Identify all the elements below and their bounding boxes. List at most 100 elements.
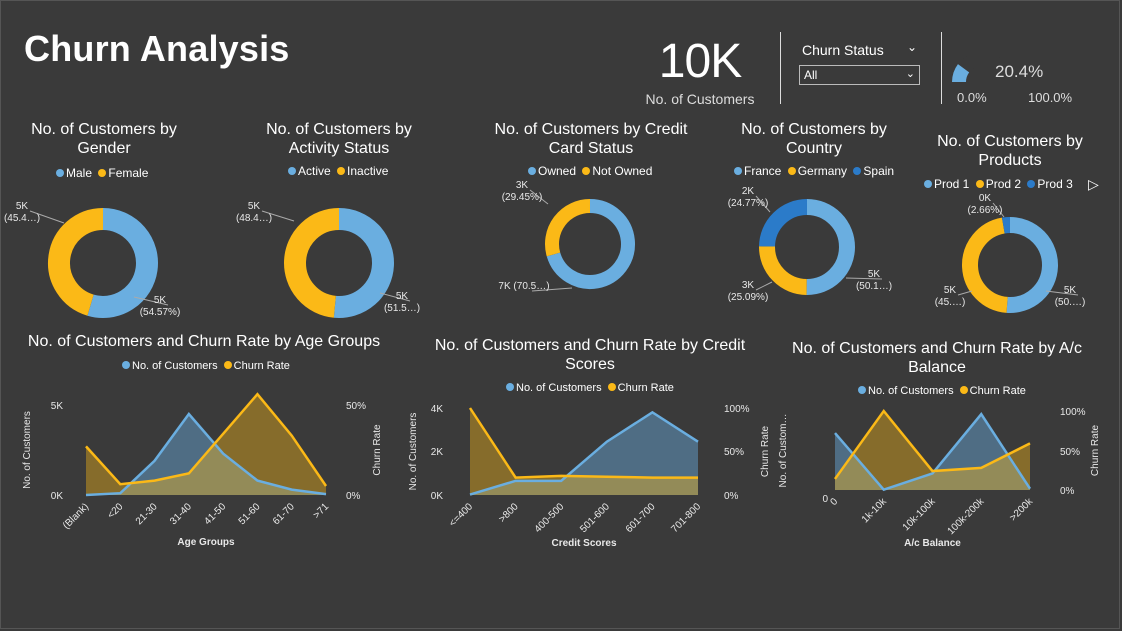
- data-label: 5K: [154, 295, 167, 306]
- legend-item[interactable]: Male: [56, 166, 92, 180]
- legend-item[interactable]: No. of Customers: [858, 385, 954, 397]
- kpi-customers-value: 10K: [658, 35, 742, 88]
- x-tick-label: 51-60: [237, 501, 263, 527]
- customers-line: [85, 411, 327, 497]
- data-label: (25.09%): [728, 292, 769, 303]
- data-label: (2.66%): [967, 205, 1002, 216]
- leader-line: [755, 281, 773, 291]
- y-tick-label: 0K: [51, 491, 64, 502]
- x-tick-label: 41-50: [202, 501, 228, 527]
- donut-slice: [284, 208, 340, 318]
- data-label: (54.57%): [140, 307, 181, 318]
- donut-slice: [1006, 217, 1058, 313]
- legend-item[interactable]: Spain: [853, 164, 894, 178]
- donut-slice: [333, 208, 394, 318]
- legend-item[interactable]: France: [734, 164, 781, 178]
- gender-chart-title: No. of Customers by Gender: [31, 121, 177, 157]
- balance-area-chart: 0 100% 50% 0% 0 1k-10k 10k-100k 100k-200k >200k N…: [778, 407, 1101, 549]
- x-tick-label: 1k-10k: [860, 496, 890, 526]
- donut-slice: [1001, 217, 1011, 234]
- age-chart-legend: No. of Customers Churn Rate: [122, 360, 293, 372]
- legend-item[interactable]: No. of Customers: [506, 382, 602, 394]
- country-donut-chart: 5K(50.1…) 3K(25.09%) 2K(24.77%): [728, 186, 892, 303]
- data-label: 3K: [516, 180, 529, 191]
- donut-slice: [546, 199, 635, 289]
- customers-area: [470, 412, 698, 495]
- x-axis-title: A/c Balance: [904, 538, 961, 549]
- churn-rate-area: [470, 408, 698, 495]
- data-label: 5K: [1064, 285, 1077, 296]
- kpi-customers-label: No. of Customers: [645, 91, 755, 107]
- x-tick-label: >200k: [1008, 496, 1036, 524]
- x-tick-label: 100k-200k: [946, 496, 988, 538]
- gauge-value: 20.4%: [995, 62, 1044, 81]
- x-tick-label: 400-500: [533, 501, 567, 535]
- y-tick-label: 2K: [431, 447, 444, 458]
- x-axis-title: Age Groups: [177, 537, 235, 548]
- donut-slice: [962, 217, 1009, 313]
- legend-item[interactable]: Germany: [787, 164, 847, 178]
- legend-item[interactable]: Owned: [528, 164, 576, 178]
- header-divider: [780, 32, 781, 104]
- legend-item[interactable]: Churn Rate: [959, 385, 1026, 397]
- y2-tick-label: 0%: [346, 491, 361, 502]
- legend-item[interactable]: Prod 3: [1027, 177, 1073, 191]
- data-label: (50.…): [1055, 297, 1086, 308]
- data-label: (51.5…): [384, 303, 420, 314]
- credit-card-legend: Owned Not Owned: [528, 164, 655, 178]
- churn-status-dropdown[interactable]: All ⌄: [799, 65, 920, 85]
- x-tick-label: 31-40: [168, 501, 194, 527]
- x-tick-label: 601-700: [624, 501, 658, 535]
- y2-tick-label: 50%: [724, 447, 744, 458]
- data-label: 5K: [16, 201, 29, 212]
- y2-tick-label: 100%: [724, 404, 750, 415]
- legend-item[interactable]: Inactive: [337, 164, 388, 178]
- credit-card-donut-chart: 7K (70.5…) 3K(29.45%): [498, 180, 635, 292]
- data-label: (45.4…): [4, 213, 40, 224]
- data-label: (45.…): [935, 297, 966, 308]
- data-label: 0K: [979, 193, 992, 204]
- balance-chart-legend: No. of Customers Churn Rate: [858, 385, 1029, 397]
- leader-line: [29, 210, 65, 224]
- gender-legend: Male Female: [56, 166, 151, 180]
- leader-line: [379, 292, 411, 302]
- dropdown-chevron-icon: ⌄: [905, 68, 915, 80]
- x-tick-label: >800: [497, 501, 521, 525]
- data-label: (24.77%): [728, 198, 769, 209]
- data-label: (29.45%): [502, 192, 543, 203]
- churn-rate-line: [85, 392, 328, 487]
- legend-item[interactable]: Active: [288, 164, 331, 178]
- chevron-right-icon[interactable]: ▷: [1088, 176, 1099, 192]
- leader-line: [531, 287, 573, 292]
- donut-slice: [545, 199, 591, 257]
- churn-status-selected: All: [804, 68, 818, 82]
- page-title: Churn Analysis: [24, 28, 290, 69]
- gauge-max-label: 100.0%: [1028, 90, 1073, 105]
- chevron-down-icon[interactable]: ⌄: [907, 40, 918, 54]
- data-label: 5K: [868, 269, 881, 280]
- y-axis-title: No. of Customers: [22, 411, 33, 489]
- legend-item[interactable]: Not Owned: [582, 164, 652, 178]
- legend-item[interactable]: Female: [98, 166, 148, 180]
- legend-item[interactable]: Churn Rate: [607, 382, 674, 394]
- leader-line: [992, 202, 1005, 218]
- header-divider: [941, 32, 942, 104]
- products-legend: Prod 1 Prod 2 Prod 3: [924, 177, 1076, 191]
- legend-item[interactable]: Churn Rate: [223, 360, 290, 372]
- churn-rate-gauge: [952, 52, 1010, 83]
- x-axis-title: Credit Scores: [551, 538, 616, 549]
- data-label: 5K: [396, 291, 409, 302]
- legend-item[interactable]: Prod 1: [924, 177, 969, 191]
- gauge-fill: [952, 64, 970, 83]
- y2-tick-label: 50%: [346, 401, 366, 412]
- credit-score-area-chart: 4K 2K 0K 100% 50% 0% <=400 >800 400-500 501-600 60…: [408, 404, 771, 549]
- churn-rate-line: [468, 407, 698, 479]
- credit-card-chart-title: No. of Customers by Credit Card Status: [494, 121, 688, 157]
- legend-item[interactable]: No. of Customers: [122, 360, 218, 372]
- x-tick-label: >71: [311, 501, 331, 521]
- y-tick-label: 0K: [431, 491, 444, 502]
- y2-axis-title: Churn Rate: [1090, 424, 1101, 476]
- x-tick-label: 501-600: [578, 501, 612, 535]
- legend-item[interactable]: Prod 2: [975, 177, 1021, 191]
- donut-slice: [759, 246, 808, 295]
